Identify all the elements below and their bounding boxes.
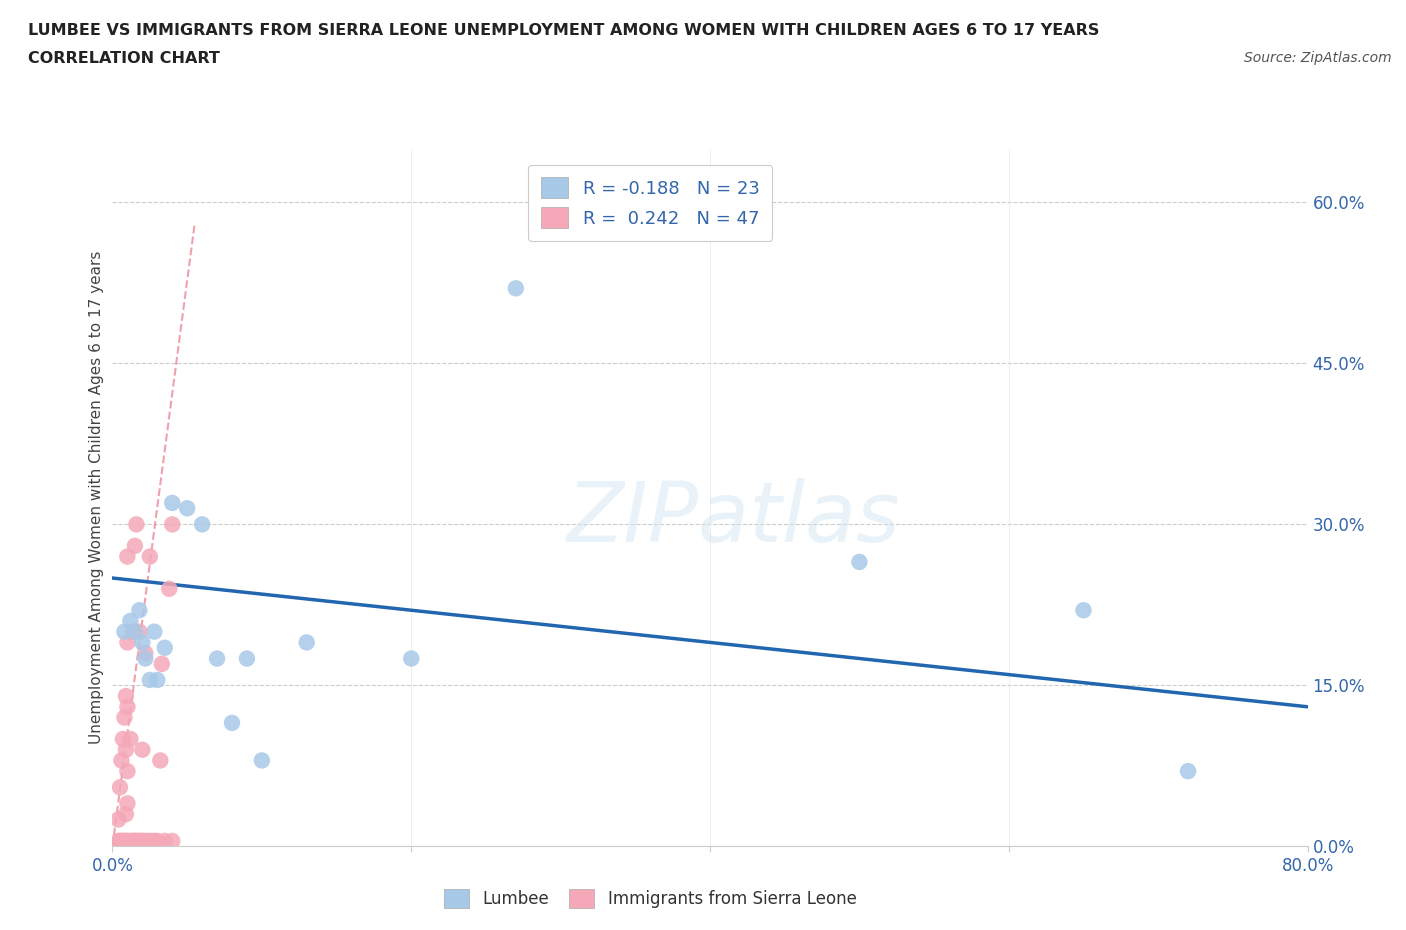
- Point: [122, 624, 145, 639]
- Point: [157, 581, 180, 596]
- Point: [150, 657, 173, 671]
- Point: [115, 688, 138, 703]
- Text: CORRELATION CHART: CORRELATION CHART: [28, 51, 219, 66]
- Point: [139, 549, 162, 564]
- Point: [162, 517, 183, 532]
- Point: [114, 833, 135, 848]
- Point: [221, 715, 243, 730]
- Point: [139, 672, 162, 687]
- Point: [114, 624, 135, 639]
- Point: [117, 699, 139, 714]
- Point: [128, 603, 150, 618]
- Point: [114, 711, 135, 725]
- Point: [129, 833, 152, 848]
- Point: [138, 833, 160, 848]
- Text: LUMBEE VS IMMIGRANTS FROM SIERRA LEONE UNEMPLOYMENT AMONG WOMEN WITH CHILDREN AG: LUMBEE VS IMMIGRANTS FROM SIERRA LEONE U…: [28, 23, 1099, 38]
- Point: [124, 538, 146, 553]
- Point: [111, 732, 134, 747]
- Text: ZIPatlas: ZIPatlas: [567, 478, 901, 559]
- Point: [120, 614, 142, 629]
- Y-axis label: Unemployment Among Women with Children Ages 6 to 17 years: Unemployment Among Women with Children A…: [89, 251, 104, 744]
- Point: [124, 624, 146, 639]
- Point: [1177, 764, 1199, 778]
- Point: [125, 517, 148, 532]
- Point: [115, 833, 138, 848]
- Point: [143, 833, 166, 848]
- Point: [149, 753, 172, 768]
- Point: [128, 624, 150, 639]
- Point: [107, 812, 129, 827]
- Point: [153, 641, 176, 656]
- Point: [107, 833, 129, 848]
- Point: [401, 651, 423, 666]
- Point: [122, 833, 145, 848]
- Point: [121, 833, 143, 848]
- Point: [176, 501, 198, 516]
- Point: [117, 549, 139, 564]
- Point: [110, 753, 132, 768]
- Point: [191, 517, 214, 532]
- Point: [162, 496, 183, 511]
- Point: [141, 833, 163, 848]
- Point: [120, 732, 142, 747]
- Point: [111, 833, 134, 848]
- Point: [295, 635, 318, 650]
- Point: [115, 806, 138, 821]
- Point: [505, 281, 527, 296]
- Point: [134, 645, 156, 660]
- Point: [117, 635, 139, 650]
- Point: [205, 651, 228, 666]
- Point: [108, 780, 131, 795]
- Point: [125, 833, 148, 848]
- Point: [1073, 603, 1095, 618]
- Point: [117, 833, 139, 848]
- Point: [117, 764, 139, 778]
- Point: [110, 833, 132, 848]
- Point: [131, 635, 153, 650]
- Point: [250, 753, 273, 768]
- Point: [146, 833, 169, 848]
- Point: [124, 833, 146, 848]
- Point: [143, 624, 166, 639]
- Point: [146, 672, 169, 687]
- Text: Source: ZipAtlas.com: Source: ZipAtlas.com: [1244, 51, 1392, 65]
- Point: [131, 833, 153, 848]
- Point: [236, 651, 259, 666]
- Point: [131, 742, 153, 757]
- Point: [134, 651, 156, 666]
- Point: [117, 796, 139, 811]
- Legend: Lumbee, Immigrants from Sierra Leone: Lumbee, Immigrants from Sierra Leone: [437, 883, 863, 915]
- Point: [120, 833, 142, 848]
- Point: [848, 554, 870, 569]
- Point: [162, 833, 183, 848]
- Point: [153, 833, 176, 848]
- Point: [134, 833, 156, 848]
- Point: [115, 742, 138, 757]
- Point: [108, 833, 131, 848]
- Point: [128, 833, 150, 848]
